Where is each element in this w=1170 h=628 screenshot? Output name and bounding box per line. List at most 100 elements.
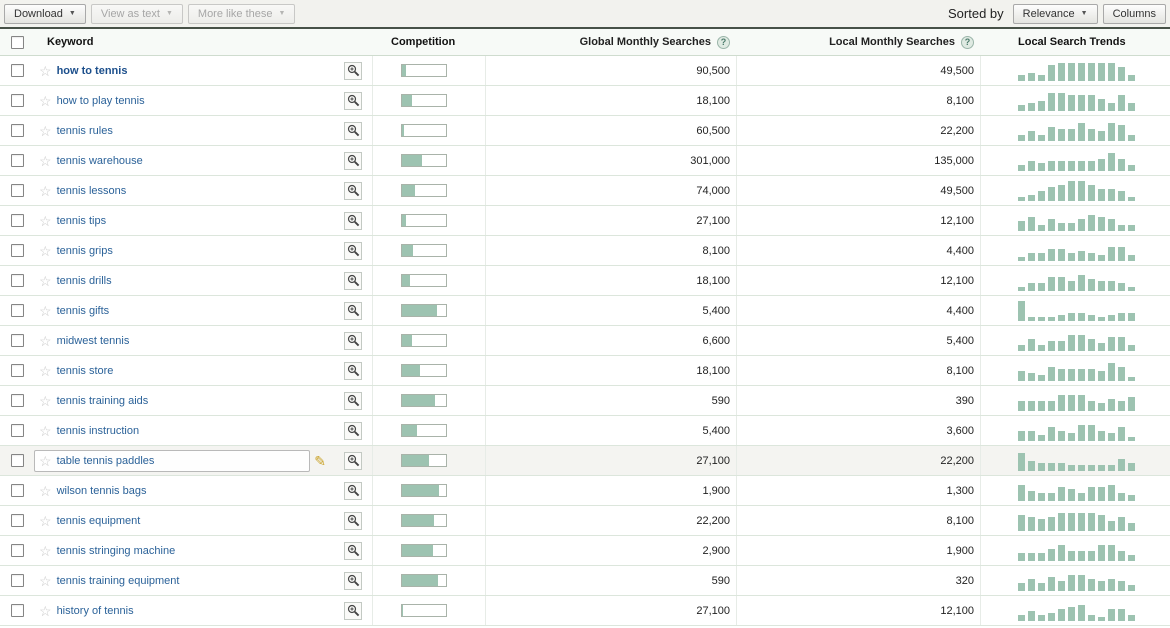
trend-bar (1088, 401, 1095, 411)
row-checkbox[interactable] (10, 454, 24, 467)
keyword-cell: ☆ tennis training equipment (34, 570, 330, 592)
row-checkbox[interactable] (10, 304, 24, 317)
keyword-link[interactable]: tennis rules (56, 124, 113, 137)
row-checkbox[interactable] (10, 94, 24, 107)
search-magnifier-icon[interactable] (344, 91, 362, 110)
sort-by-select[interactable]: Relevance ▼ (1012, 3, 1098, 24)
row-checkbox[interactable] (10, 214, 24, 227)
row-checkbox[interactable] (10, 124, 24, 137)
row-checkbox[interactable] (10, 274, 24, 287)
keyword-link[interactable]: tennis lessons (56, 184, 127, 197)
search-magnifier-icon[interactable] (344, 361, 362, 380)
keyword-cell: ☆ how to tennis (34, 60, 330, 82)
star-icon[interactable]: ☆ (39, 512, 52, 529)
star-icon[interactable]: ☆ (39, 332, 52, 349)
row-checkbox[interactable] (10, 184, 24, 197)
keyword-link[interactable]: how to play tennis (56, 94, 145, 107)
keyword-link[interactable]: table tennis paddles (56, 454, 155, 467)
keyword-link[interactable]: tennis gifts (56, 304, 110, 317)
row-checkbox[interactable] (10, 64, 24, 77)
trend-bar (1058, 513, 1065, 531)
keyword-link[interactable]: tennis training equipment (56, 574, 180, 587)
trend-bar (1048, 93, 1055, 111)
star-icon[interactable]: ☆ (39, 62, 52, 79)
star-icon[interactable]: ☆ (39, 92, 52, 109)
help-icon[interactable]: ? (961, 35, 974, 49)
keyword-link[interactable]: tennis grips (56, 244, 113, 257)
search-magnifier-icon[interactable] (344, 511, 362, 530)
search-magnifier-icon[interactable] (344, 481, 362, 500)
row-checkbox[interactable] (10, 424, 24, 437)
keyword-link[interactable]: midwest tennis (56, 334, 130, 347)
star-icon[interactable]: ☆ (39, 212, 52, 229)
star-icon[interactable]: ☆ (39, 452, 52, 469)
trend-bar (1108, 363, 1115, 381)
star-icon[interactable]: ☆ (39, 422, 52, 439)
star-icon[interactable]: ☆ (39, 182, 52, 199)
star-icon[interactable]: ☆ (39, 392, 52, 409)
help-icon[interactable]: ? (717, 35, 730, 49)
keyword-link[interactable]: tennis instruction (56, 424, 140, 437)
columns-button[interactable]: Columns (1102, 3, 1166, 24)
search-magnifier-icon[interactable] (344, 271, 362, 290)
search-magnifier-icon[interactable] (344, 451, 362, 470)
search-magnifier-icon[interactable] (344, 601, 362, 620)
row-checkbox[interactable] (10, 154, 24, 167)
keyword-link[interactable]: how to tennis (56, 64, 128, 77)
search-magnifier-icon[interactable] (344, 61, 362, 80)
star-icon[interactable]: ☆ (39, 272, 52, 289)
row-checkbox[interactable] (10, 544, 24, 557)
search-magnifier-icon[interactable] (344, 571, 362, 590)
keyword-link[interactable]: tennis drills (56, 274, 112, 287)
row-checkbox[interactable] (10, 484, 24, 497)
trend-bar (1128, 75, 1135, 81)
row-checkbox[interactable] (10, 244, 24, 257)
table-row: ☆ tennis grips ✎ 8,100 4,400 (0, 236, 1170, 266)
star-icon[interactable]: ☆ (39, 302, 52, 319)
star-icon[interactable]: ☆ (39, 122, 52, 139)
search-magnifier-icon[interactable] (344, 541, 362, 560)
trend-bar (1018, 301, 1025, 321)
search-magnifier-icon[interactable] (344, 331, 362, 350)
row-checkbox[interactable] (10, 604, 24, 617)
star-icon[interactable]: ☆ (39, 602, 52, 619)
star-icon[interactable]: ☆ (39, 542, 52, 559)
search-magnifier-icon[interactable] (344, 151, 362, 170)
keyword-link[interactable]: tennis tips (56, 214, 107, 227)
trend-bar (1098, 581, 1105, 591)
search-magnifier-icon[interactable] (344, 421, 362, 440)
select-all-checkbox[interactable] (10, 35, 24, 49)
trend-bar (1058, 581, 1065, 591)
keyword-link[interactable]: tennis warehouse (56, 154, 143, 167)
search-magnifier-icon[interactable] (344, 181, 362, 200)
search-magnifier-icon[interactable] (344, 211, 362, 230)
trend-bar (1118, 337, 1125, 351)
trend-bar (1098, 255, 1105, 261)
download-button[interactable]: Download ▼ (4, 3, 86, 24)
star-icon[interactable]: ☆ (39, 152, 52, 169)
keyword-link[interactable]: tennis training aids (56, 394, 149, 407)
keyword-link[interactable]: tennis equipment (56, 514, 141, 527)
search-magnifier-icon[interactable] (344, 301, 362, 320)
trend-bar (1128, 523, 1135, 531)
table-row: ☆ midwest tennis ✎ 6,600 5,400 (0, 326, 1170, 356)
row-checkbox[interactable] (10, 334, 24, 347)
star-icon[interactable]: ☆ (39, 572, 52, 589)
search-magnifier-icon[interactable] (344, 391, 362, 410)
star-icon[interactable]: ☆ (39, 482, 52, 499)
keyword-link[interactable]: wilson tennis bags (56, 484, 147, 497)
search-magnifier-icon[interactable] (344, 121, 362, 140)
keyword-link[interactable]: history of tennis (56, 604, 134, 617)
row-checkbox[interactable] (10, 394, 24, 407)
row-checkbox[interactable] (10, 364, 24, 377)
edit-pencil-icon[interactable]: ✎ (314, 452, 326, 469)
row-checkbox[interactable] (10, 514, 24, 527)
trend-bar (1078, 219, 1085, 231)
keyword-link[interactable]: tennis store (56, 364, 114, 377)
star-icon[interactable]: ☆ (39, 362, 52, 379)
row-checkbox[interactable] (10, 574, 24, 587)
keyword-link[interactable]: tennis stringing machine (56, 544, 176, 557)
star-icon[interactable]: ☆ (39, 242, 52, 259)
search-magnifier-icon[interactable] (344, 241, 362, 260)
trend-bar (1128, 255, 1135, 261)
